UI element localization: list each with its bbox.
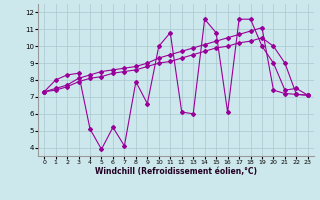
X-axis label: Windchill (Refroidissement éolien,°C): Windchill (Refroidissement éolien,°C) — [95, 167, 257, 176]
